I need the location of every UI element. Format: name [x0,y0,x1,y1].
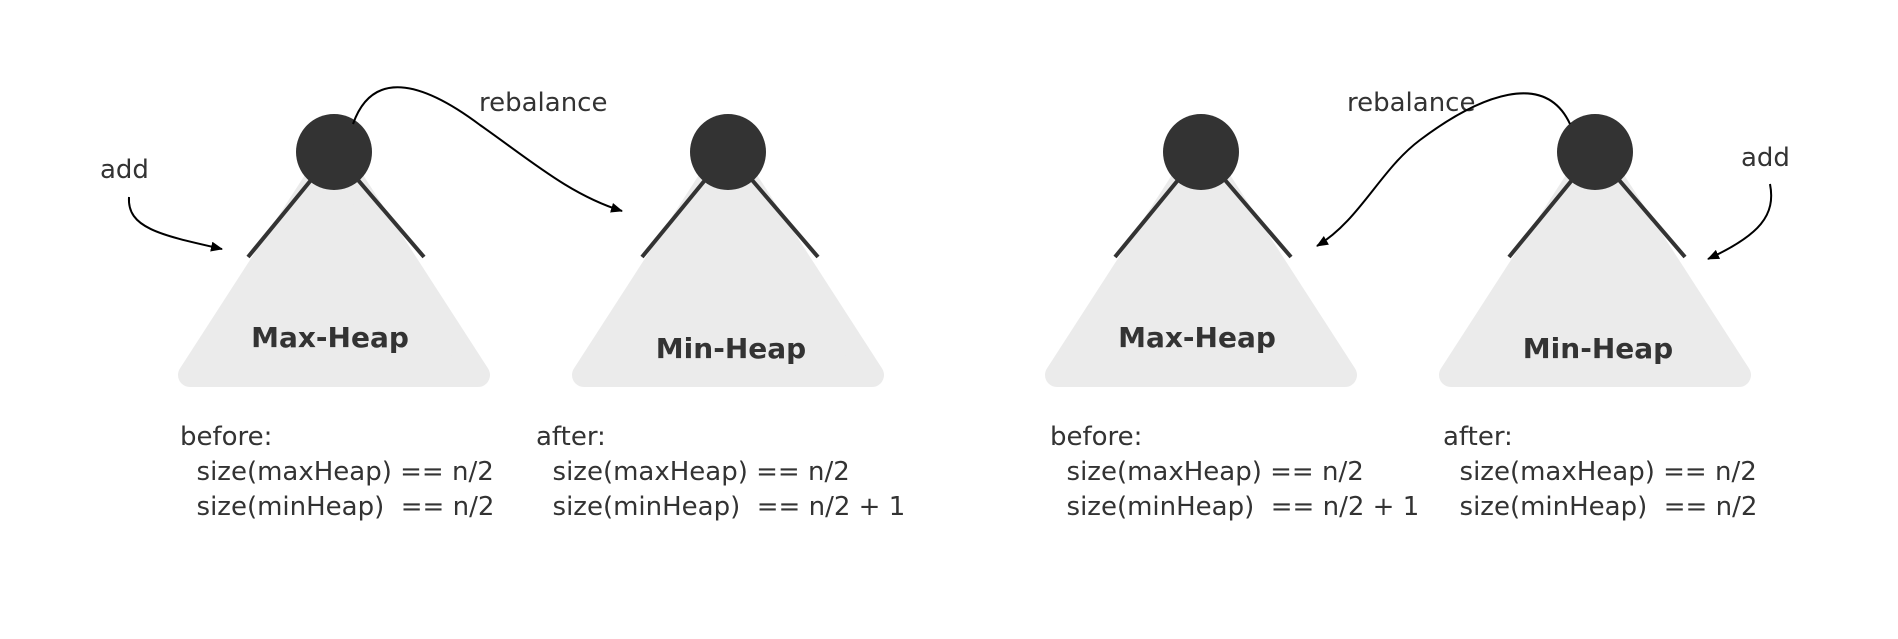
heap-root-node [296,114,372,190]
min-heap-notes: after: size(maxHeap) == n/2 size(minHeap… [536,422,947,522]
add-arrow [127,196,223,252]
heap-body [1439,140,1751,387]
heap-title: Min-Heap [656,332,806,365]
note-line: size(maxHeap) == n/2 [536,457,850,487]
note-line: size(minHeap) == n/2 + 1 [1050,492,1419,522]
note-line: after: [536,422,606,452]
heap-title: Min-Heap [1523,332,1673,365]
rebalance-label: rebalance [1347,88,1475,118]
heap-root-node [1557,114,1633,190]
rebalance-label: rebalance [479,88,607,118]
rebalance-arrow [1316,92,1571,247]
right-max-heap: Max-Heap [1045,114,1357,387]
add-label: add [1741,143,1790,173]
heap-title: Max-Heap [1118,321,1276,354]
heap-root-node [690,114,766,190]
note-line: before: [180,422,272,452]
note-line: size(maxHeap) == n/2 [180,457,494,487]
note-line: before: [1050,422,1142,452]
note-line: size(minHeap) == n/2 [180,492,494,522]
note-line: size(minHeap) == n/2 + 1 [536,492,905,522]
max-heap-notes: before: size(maxHeap) == n/2 size(minHea… [1050,422,1461,522]
heap-body [178,140,490,387]
note-line: size(maxHeap) == n/2 [1050,457,1364,487]
note-line: size(minHeap) == n/2 [1443,492,1757,522]
note-line: size(maxHeap) == n/2 [1443,457,1757,487]
min-heap-notes: after: size(maxHeap) == n/2 size(minHeap… [1443,422,1815,522]
heap-root-node [1163,114,1239,190]
left-scenario: Max-Heap Min-Heap add rebalance before: … [100,86,947,522]
heap-body [572,140,884,387]
heap-title: Max-Heap [251,321,409,354]
note-line: after: [1443,422,1513,452]
add-label: add [100,155,149,185]
right-scenario: Max-Heap Min-Heap add rebalance before: … [1045,88,1815,522]
heap-body [1045,140,1357,387]
left-max-heap: Max-Heap [178,114,490,387]
left-min-heap: Min-Heap [572,114,884,387]
rebalance-arrow [352,86,623,213]
max-heap-notes: before: size(maxHeap) == n/2 size(minHea… [180,422,552,522]
add-arrow [1707,183,1773,260]
right-min-heap: Min-Heap [1439,114,1751,387]
